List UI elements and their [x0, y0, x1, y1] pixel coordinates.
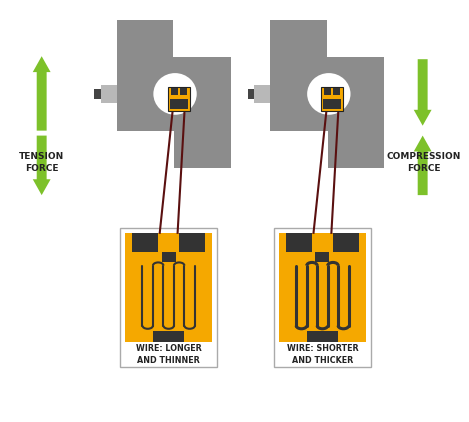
Bar: [94, 89, 101, 99]
Bar: [327, 19, 385, 57]
Bar: [255, 85, 270, 103]
Bar: [120, 228, 217, 367]
Bar: [117, 19, 231, 168]
Text: WIRE: SHORTER
AND THICKER: WIRE: SHORTER AND THICKER: [287, 344, 358, 365]
Bar: [324, 99, 341, 109]
Bar: [248, 89, 255, 99]
Bar: [179, 233, 205, 252]
Bar: [180, 88, 187, 95]
Bar: [316, 252, 329, 262]
Text: WIRE: LONGER
AND THINNER: WIRE: LONGER AND THINNER: [136, 344, 202, 365]
FancyArrow shape: [33, 56, 51, 131]
Bar: [117, 131, 174, 168]
Bar: [132, 233, 158, 252]
FancyArrow shape: [414, 59, 431, 126]
Bar: [274, 228, 371, 367]
Bar: [171, 88, 178, 95]
Bar: [325, 88, 332, 95]
Bar: [153, 331, 184, 342]
FancyArrow shape: [414, 135, 431, 195]
Ellipse shape: [307, 73, 350, 115]
Bar: [162, 252, 176, 262]
Bar: [307, 331, 338, 342]
Bar: [168, 87, 189, 111]
Bar: [321, 87, 343, 111]
Bar: [333, 88, 340, 95]
Bar: [173, 19, 231, 57]
Ellipse shape: [153, 73, 197, 115]
Bar: [270, 19, 385, 168]
Bar: [125, 233, 212, 342]
Text: TENSION
FORCE: TENSION FORCE: [19, 152, 64, 173]
Bar: [286, 233, 312, 252]
Bar: [279, 233, 366, 342]
Bar: [170, 99, 188, 109]
FancyArrow shape: [33, 135, 51, 195]
Bar: [270, 131, 328, 168]
Text: COMPRESSION
FORCE: COMPRESSION FORCE: [386, 152, 461, 173]
Bar: [101, 85, 117, 103]
Bar: [333, 233, 359, 252]
